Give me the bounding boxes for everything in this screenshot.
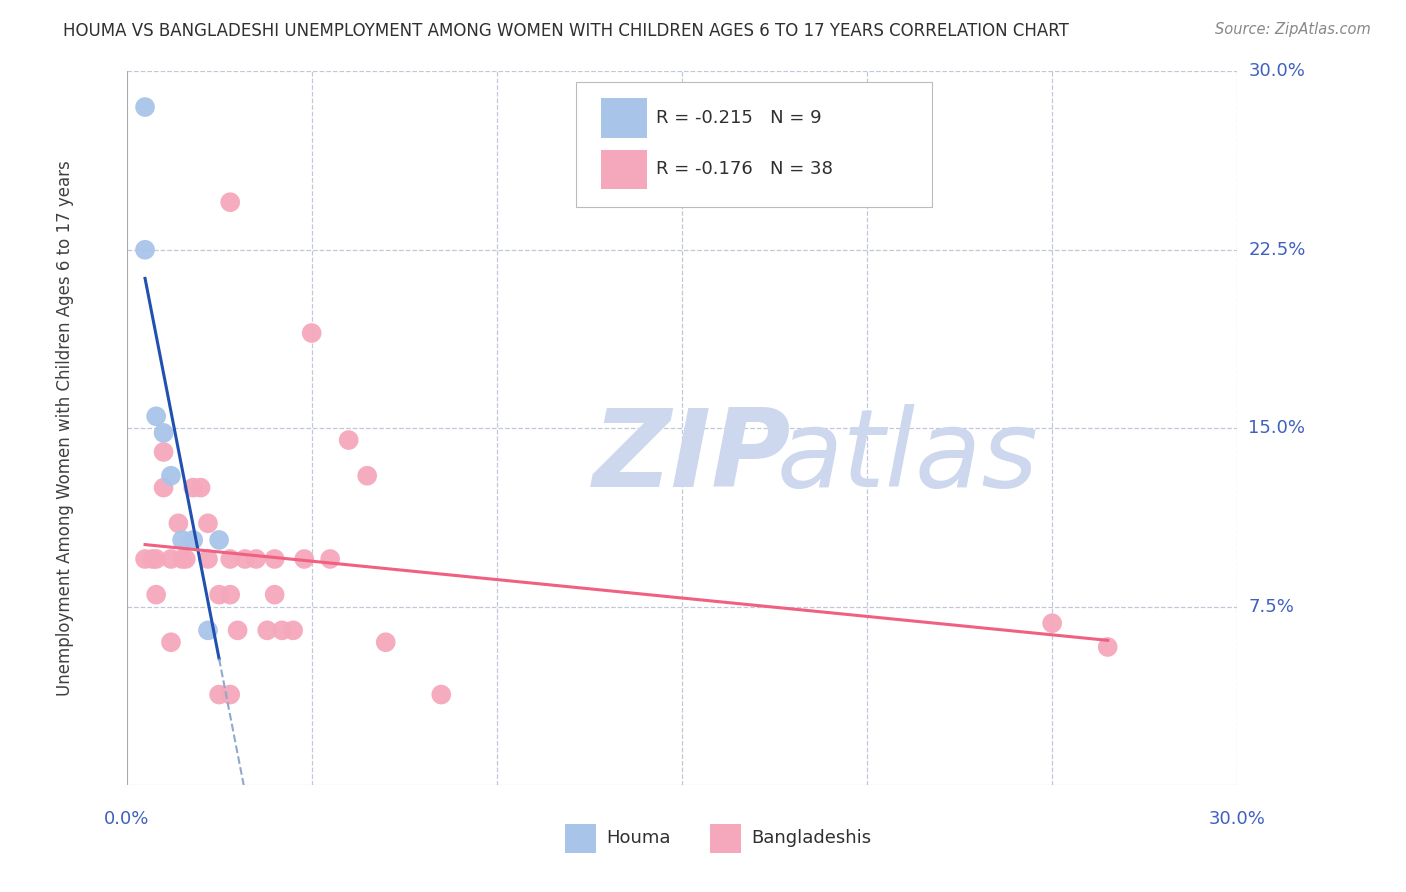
Text: Source: ZipAtlas.com: Source: ZipAtlas.com bbox=[1215, 22, 1371, 37]
Text: atlas: atlas bbox=[776, 404, 1038, 509]
Point bbox=[301, 326, 323, 340]
Point bbox=[219, 195, 242, 210]
Point bbox=[226, 624, 249, 638]
Point bbox=[152, 481, 174, 495]
Point bbox=[145, 552, 167, 566]
FancyBboxPatch shape bbox=[565, 824, 596, 853]
Point bbox=[374, 635, 396, 649]
Point bbox=[337, 433, 360, 447]
Text: HOUMA VS BANGLADESHI UNEMPLOYMENT AMONG WOMEN WITH CHILDREN AGES 6 TO 17 YEARS C: HOUMA VS BANGLADESHI UNEMPLOYMENT AMONG … bbox=[63, 22, 1069, 40]
Text: Houma: Houma bbox=[606, 830, 671, 847]
Point bbox=[430, 688, 453, 702]
Point bbox=[172, 552, 194, 566]
Point bbox=[152, 425, 174, 440]
Point bbox=[281, 624, 304, 638]
Text: 30.0%: 30.0% bbox=[1249, 62, 1305, 80]
Point bbox=[208, 533, 231, 547]
Point bbox=[174, 552, 197, 566]
Point bbox=[145, 588, 167, 602]
Point bbox=[356, 468, 378, 483]
Point bbox=[1040, 616, 1063, 631]
Text: 7.5%: 7.5% bbox=[1249, 598, 1295, 615]
Point bbox=[197, 552, 219, 566]
Text: 22.5%: 22.5% bbox=[1249, 241, 1306, 259]
Point bbox=[197, 624, 219, 638]
Text: 15.0%: 15.0% bbox=[1249, 419, 1305, 437]
Point bbox=[190, 481, 212, 495]
Point bbox=[134, 100, 156, 114]
Text: R = -0.176   N = 38: R = -0.176 N = 38 bbox=[657, 161, 834, 178]
Point bbox=[160, 552, 183, 566]
Point bbox=[263, 552, 285, 566]
Point bbox=[152, 445, 174, 459]
Point bbox=[141, 552, 163, 566]
Point bbox=[219, 552, 242, 566]
Point bbox=[256, 624, 278, 638]
Point bbox=[197, 516, 219, 531]
FancyBboxPatch shape bbox=[600, 98, 648, 137]
Point bbox=[219, 588, 242, 602]
Point bbox=[271, 624, 294, 638]
Point bbox=[181, 533, 204, 547]
Point bbox=[160, 635, 183, 649]
Point bbox=[292, 552, 315, 566]
Point bbox=[263, 588, 285, 602]
Point bbox=[145, 409, 167, 424]
FancyBboxPatch shape bbox=[576, 82, 932, 207]
Text: R = -0.215   N = 9: R = -0.215 N = 9 bbox=[657, 109, 823, 127]
Text: 30.0%: 30.0% bbox=[1209, 810, 1265, 828]
Point bbox=[160, 468, 183, 483]
FancyBboxPatch shape bbox=[600, 150, 648, 189]
Point bbox=[1097, 640, 1119, 654]
Text: Unemployment Among Women with Children Ages 6 to 17 years: Unemployment Among Women with Children A… bbox=[56, 161, 75, 696]
FancyBboxPatch shape bbox=[710, 824, 741, 853]
Point bbox=[181, 481, 204, 495]
Point bbox=[208, 588, 231, 602]
Point bbox=[319, 552, 342, 566]
Point bbox=[219, 688, 242, 702]
Text: Bangladeshis: Bangladeshis bbox=[751, 830, 870, 847]
Point bbox=[208, 688, 231, 702]
Point bbox=[134, 552, 156, 566]
Text: ZIP: ZIP bbox=[593, 404, 792, 509]
Point bbox=[134, 243, 156, 257]
Point bbox=[245, 552, 267, 566]
Text: 0.0%: 0.0% bbox=[104, 810, 149, 828]
Point bbox=[233, 552, 256, 566]
Point bbox=[167, 516, 190, 531]
Point bbox=[172, 533, 194, 547]
